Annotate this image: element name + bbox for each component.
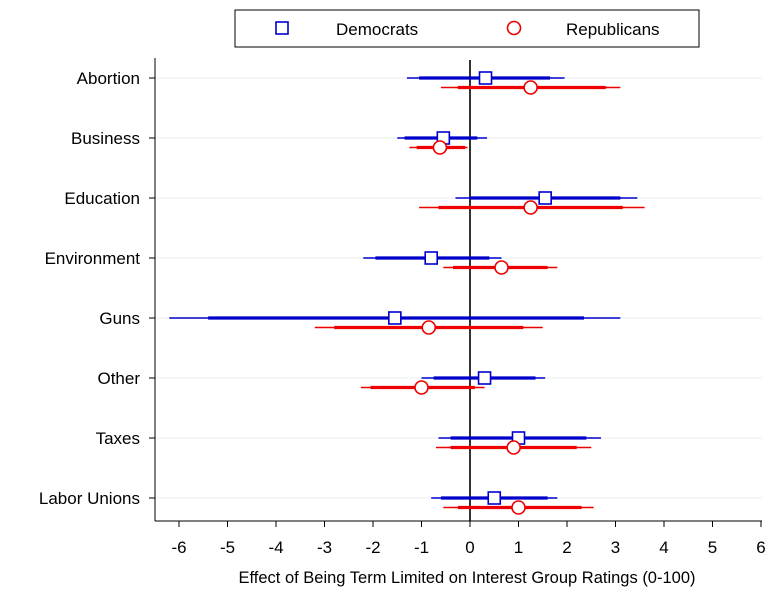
axes bbox=[154, 58, 762, 522]
x-tick-label: 6 bbox=[756, 538, 765, 557]
x-tick-label: 2 bbox=[562, 538, 571, 557]
legend-democrats-label: Democrats bbox=[336, 20, 418, 39]
legend-republicans-label: Republicans bbox=[566, 20, 660, 39]
democrats-point bbox=[478, 71, 493, 85]
x-tick-label: -4 bbox=[268, 538, 283, 557]
legend-republicans-marker bbox=[506, 20, 522, 36]
y-tick-label: Taxes bbox=[96, 429, 140, 448]
x-tick-label: 3 bbox=[611, 538, 620, 557]
democrats-point bbox=[424, 251, 439, 265]
x-tick-label: -1 bbox=[414, 538, 429, 557]
republicans-point bbox=[523, 200, 538, 215]
x-tick-label: -5 bbox=[220, 538, 235, 557]
x-tick-label: 0 bbox=[465, 538, 474, 557]
legend-democrats-marker bbox=[275, 21, 289, 35]
republicans-point bbox=[523, 80, 538, 95]
x-tick-label: 5 bbox=[708, 538, 717, 557]
x-tick-label: 1 bbox=[514, 538, 523, 557]
republicans-point bbox=[511, 500, 526, 515]
democrats-point bbox=[388, 311, 402, 325]
republicans-point bbox=[506, 440, 521, 455]
x-tick-label: 4 bbox=[659, 538, 668, 557]
y-tick-label: Environment bbox=[45, 249, 141, 268]
democrats-point bbox=[487, 491, 502, 505]
y-tick-label: Business bbox=[71, 129, 140, 148]
democrats-point bbox=[538, 191, 552, 205]
republicans-point bbox=[421, 320, 437, 335]
gridlines bbox=[155, 77, 762, 499]
republicans-point bbox=[432, 140, 448, 155]
legend: Democrats Republicans bbox=[234, 9, 700, 48]
y-tick-label: Guns bbox=[99, 309, 140, 328]
democrats-point bbox=[477, 371, 492, 385]
x-axis-label: Effect of Being Term Limited on Interest… bbox=[238, 569, 695, 587]
y-tick-label: Other bbox=[97, 369, 140, 388]
republicans-point bbox=[494, 260, 509, 275]
y-ticks: Abortion Business Education Environment Guns… bbox=[39, 69, 155, 508]
x-tick-label: -3 bbox=[317, 538, 332, 557]
x-ticks: -6 -5 -4 -3 -2 -1 0 1 2 3 4 5 6 bbox=[171, 521, 765, 557]
series-marks bbox=[169, 71, 645, 515]
republicans-point bbox=[414, 380, 429, 395]
x-tick-label: -6 bbox=[171, 538, 186, 557]
y-tick-label: Labor Unions bbox=[39, 489, 140, 508]
y-tick-label: Education bbox=[64, 189, 140, 208]
x-tick-label: -2 bbox=[365, 538, 380, 557]
legend-box bbox=[234, 9, 700, 48]
y-tick-label: Abortion bbox=[77, 69, 140, 88]
